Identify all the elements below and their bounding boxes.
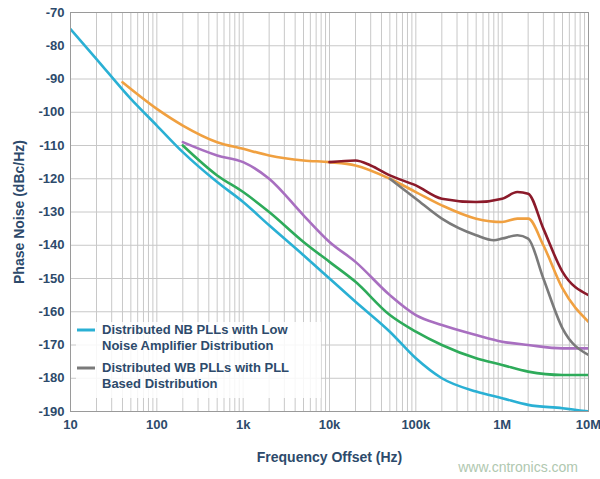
svg-text:10M: 10M	[576, 417, 600, 432]
svg-text:-150: -150	[38, 271, 64, 286]
svg-text:-90: -90	[46, 71, 65, 86]
svg-text:10k: 10k	[319, 417, 341, 432]
html-text:Distributed NB PLLs with Low N: Distributed NB PLLs with Low Noise Ampli…	[102, 322, 288, 353]
svg-text:1k: 1k	[236, 417, 251, 432]
html-text:Distributed WB PLLs with PLL B: Distributed WB PLLs with PLL Based Distr…	[102, 360, 289, 391]
svg-text:-190: -190	[38, 404, 64, 419]
svg-text:-120: -120	[38, 171, 64, 186]
svg-text:1M: 1M	[493, 417, 511, 432]
svg-text:100k: 100k	[401, 417, 431, 432]
svg-text:-160: -160	[38, 304, 64, 319]
svg-text:10: 10	[63, 417, 77, 432]
svg-text:100: 100	[146, 417, 168, 432]
svg-text:Frequency Offset (Hz): Frequency Offset (Hz)	[257, 449, 402, 465]
svg-text:Phase Noise (dBc/Hz): Phase Noise (dBc/Hz)	[11, 140, 27, 284]
svg-text:-100: -100	[38, 104, 64, 119]
svg-text:-130: -130	[38, 204, 64, 219]
svg-text:-80: -80	[46, 38, 65, 53]
svg-text:-70: -70	[46, 5, 65, 20]
html-text:www.cntronics.com: www.cntronics.com	[458, 459, 578, 475]
svg-text:-180: -180	[38, 370, 64, 385]
svg-text:-140: -140	[38, 237, 64, 252]
svg-text:-110: -110	[39, 138, 64, 153]
svg-text:-170: -170	[38, 337, 64, 352]
